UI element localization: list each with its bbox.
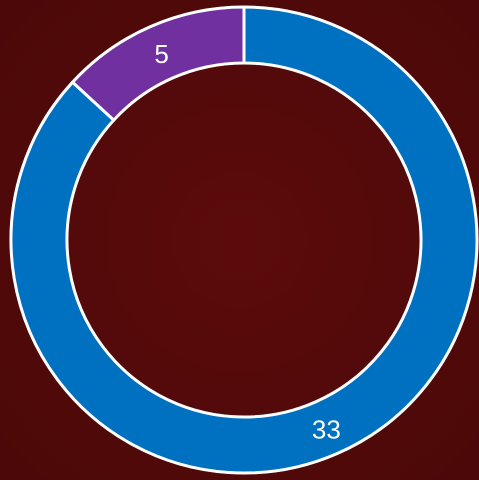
donut-segment: [71, 5, 246, 122]
donut-segment: [9, 5, 479, 475]
data-label: 33: [312, 415, 341, 445]
plot-area: 33 5: [9, 5, 479, 475]
data-label: 5: [154, 39, 168, 69]
